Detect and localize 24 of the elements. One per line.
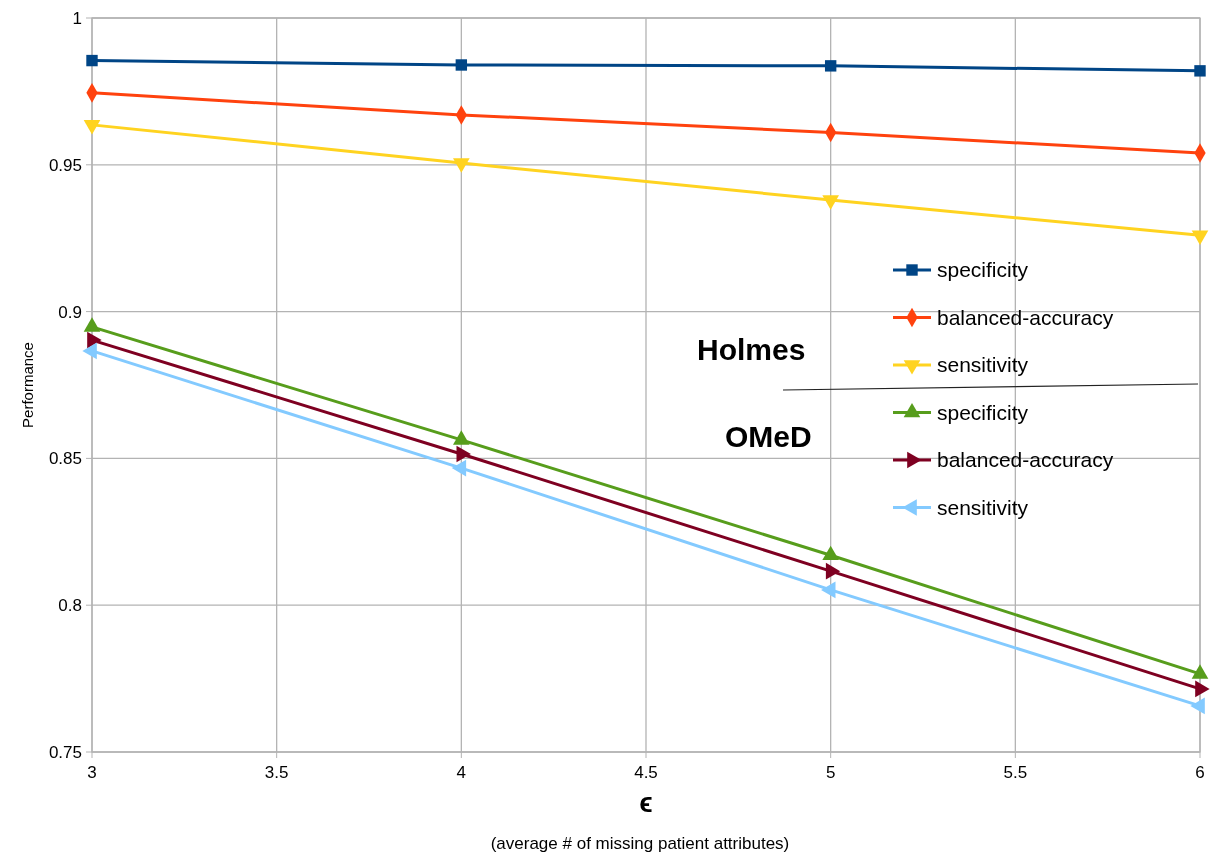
x-tick-label: 5: [825, 763, 836, 782]
text: (average # of missing patient attributes): [490, 834, 790, 853]
y-tick-label: 0.95: [48, 155, 82, 175]
x-tick-label: 3.5: [264, 763, 289, 782]
legend-label: balanced-accuracy: [937, 305, 1114, 329]
y-tick-label: 0.75: [48, 743, 82, 762]
annotation: OMeD: [725, 420, 812, 453]
legend-label: specificity: [937, 400, 1029, 424]
x-axis-title: ϵ: [639, 787, 653, 818]
y-tick-label: 0.9: [58, 302, 82, 322]
legend-label: sensitivity: [937, 353, 1029, 376]
y-tick-label: 1: [72, 9, 82, 28]
y-axis-title: Performance: [19, 342, 36, 428]
x-tick-label: 6: [1195, 763, 1205, 782]
y-tick-label: 0.8: [58, 596, 82, 616]
legend-label: balanced-accuracy: [937, 448, 1114, 471]
x-tick-label: 4.5: [634, 763, 658, 782]
legend-label: specificity: [937, 258, 1029, 281]
legend-label: sensitivity: [937, 495, 1029, 519]
x-tick-label: 4: [456, 763, 467, 782]
x-tick-label: 3: [87, 763, 97, 782]
x-tick-label: 5.5: [1003, 763, 1028, 782]
y-tick-label: 0.85: [48, 449, 82, 469]
annotation: Holmes: [697, 333, 806, 366]
